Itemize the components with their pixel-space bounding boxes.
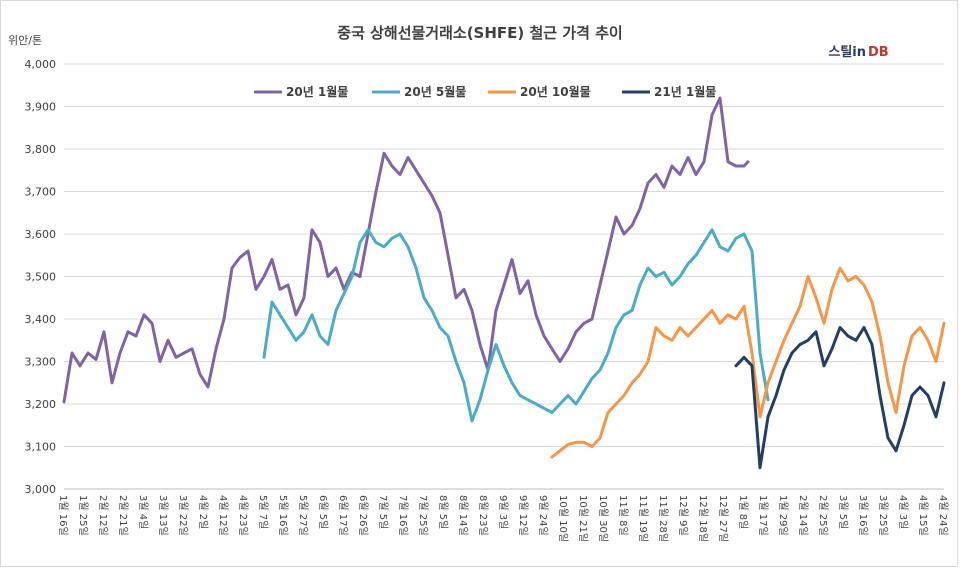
x-tick-label: 5월 7일 <box>257 495 269 529</box>
x-tick-label: 9월 24일 <box>537 495 549 536</box>
legend-item: 20년 5월물 <box>372 84 466 99</box>
brand-text-db: DB <box>868 45 889 60</box>
x-tick-label: 10월 30일 <box>597 495 609 542</box>
x-tick-label: 11월 28일 <box>657 495 669 542</box>
x-tick-label: 2월 21일 <box>117 495 129 536</box>
x-tick-label: 2월 14일 <box>797 495 809 536</box>
gridlines <box>64 63 944 490</box>
y-tick-label: 4,000 <box>25 58 57 71</box>
x-tick-label: 3월 13일 <box>157 495 169 536</box>
x-tick-label: 3월 22일 <box>177 495 189 536</box>
x-tick-label: 6월 17일 <box>337 495 349 536</box>
chart-title: 중국 상해선물거래소(SHFE) 철근 가격 추이 <box>337 24 622 42</box>
y-tick-label: 3,500 <box>25 271 57 284</box>
series-line-4 <box>734 326 946 470</box>
x-tick-label: 8월 14일 <box>457 495 469 536</box>
x-tick-label: 7월 16일 <box>397 495 409 536</box>
x-tick-label: 9월 12일 <box>517 495 529 536</box>
legend-label: 21년 1월물 <box>654 84 716 99</box>
y-tick-label: 3,200 <box>25 398 57 411</box>
y-tick-label: 3,800 <box>25 143 57 156</box>
y-tick-label: 3,600 <box>25 228 57 241</box>
legend-label: 20년 5월물 <box>404 84 466 99</box>
x-tick-label: 1월 29일 <box>777 495 789 536</box>
series-lines <box>62 96 946 470</box>
x-tick-label: 4월 23일 <box>237 495 249 536</box>
y-tick-label: 3,900 <box>25 101 57 114</box>
legend-item: 20년 10월물 <box>488 84 591 99</box>
x-tick-label: 3월 25일 <box>877 495 889 536</box>
x-tick-label: 9월 3일 <box>497 495 509 529</box>
x-tick-label: 11월 8일 <box>617 495 629 536</box>
x-tick-label: 2월 12일 <box>97 495 109 536</box>
series-line-2 <box>262 228 770 423</box>
x-tick-label: 3월 4일 <box>137 495 149 529</box>
legend-label: 20년 10월물 <box>520 84 591 99</box>
y-axis-ticks: 3,000 3,100 3,200 3,300 3,400 3,500 3,600 3,700… <box>25 58 57 496</box>
x-tick-label: 11월 19일 <box>637 495 649 542</box>
legend-item: 21년 1월물 <box>622 84 716 99</box>
x-tick-label: 2월 25일 <box>817 495 829 536</box>
x-tick-label: 7월 5일 <box>377 495 389 529</box>
x-tick-label: 12월 27일 <box>717 495 729 542</box>
x-tick-label: 5월 16일 <box>277 495 289 536</box>
legend-label: 20년 1월물 <box>286 84 348 99</box>
x-axis-ticks: 1월 16일 1월 25일 2월 12일 2월 21일 3월 4일 3월 13일 3월 22… <box>57 495 949 542</box>
x-tick-label: 12월 9일 <box>677 495 689 536</box>
x-tick-label: 4월 3일 <box>897 495 909 529</box>
x-tick-label: 3월 16일 <box>857 495 869 536</box>
x-tick-label: 1월 17일 <box>757 495 769 536</box>
x-tick-label: 4월 12일 <box>217 495 229 536</box>
x-tick-label: 4월 2일 <box>197 495 209 529</box>
y-tick-label: 3,100 <box>25 441 57 454</box>
x-tick-label: 10월 10일 <box>557 495 569 542</box>
y-tick-label: 3,700 <box>25 186 57 199</box>
brand-logo: 스틸in DB <box>828 45 888 60</box>
series-line-3 <box>550 266 946 459</box>
x-tick-label: 4월 24일 <box>937 495 949 536</box>
y-tick-label: 3,300 <box>25 356 57 369</box>
x-tick-label: 6월 5일 <box>317 495 329 529</box>
x-tick-label: 6월 26일 <box>357 495 369 536</box>
x-tick-label: 3월 5일 <box>837 495 849 529</box>
y-tick-label: 3,400 <box>25 313 57 326</box>
x-tick-label: 8월 5일 <box>437 495 449 529</box>
x-tick-label: 12월 18일 <box>697 495 709 542</box>
legend: 20년 1월물 20년 5월물 20년 10월물 21년 1월물 <box>254 84 716 99</box>
x-tick-label: 8월 23일 <box>477 495 489 536</box>
x-tick-label: 1월 8일 <box>737 495 749 529</box>
x-tick-label: 4월 15일 <box>917 495 929 536</box>
y-tick-label: 3,000 <box>25 483 57 496</box>
y-axis-unit-label: 위안/톤 <box>8 34 42 47</box>
x-tick-label: 10월 21일 <box>577 495 589 542</box>
x-tick-label: 5월 27일 <box>297 495 309 536</box>
legend-item: 20년 1월물 <box>254 84 348 99</box>
brand-text: 스틸in <box>828 45 866 60</box>
x-tick-label: 1월 16일 <box>57 495 69 536</box>
x-tick-label: 7월 25일 <box>417 495 429 536</box>
x-tick-label: 1월 25일 <box>77 495 89 536</box>
series-line-1 <box>62 96 750 404</box>
